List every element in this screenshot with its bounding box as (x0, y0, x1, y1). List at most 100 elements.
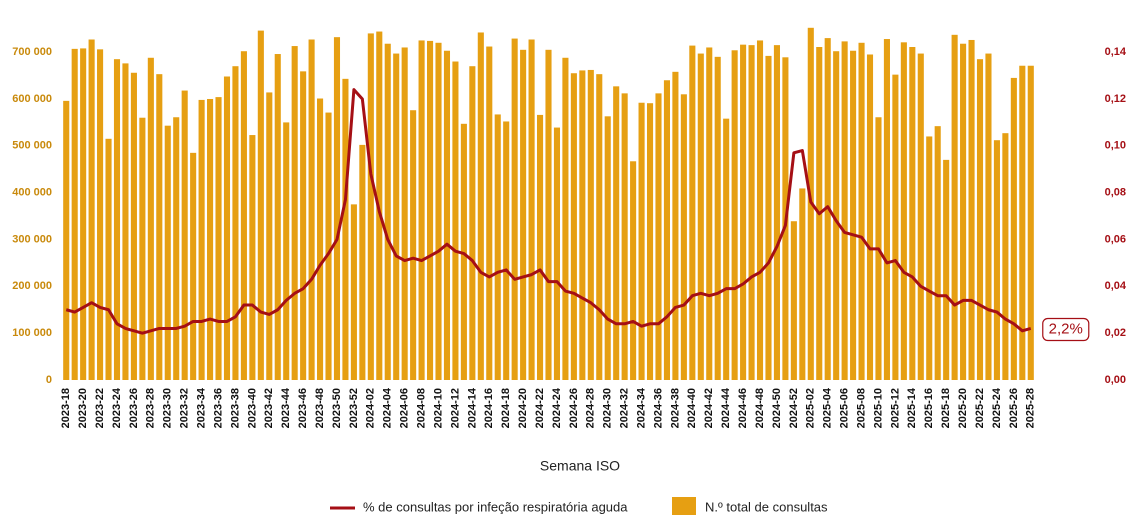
bar (926, 136, 933, 380)
bar (604, 116, 611, 380)
bar (80, 48, 87, 381)
x-tick-label: 2024-44 (720, 387, 732, 428)
line (65, 88, 1032, 335)
bar (223, 76, 231, 380)
bar (968, 39, 975, 381)
y-tick-label: 0 (46, 374, 52, 386)
y2-tick-label: 0,14 (1105, 46, 1127, 58)
bar (731, 50, 738, 381)
x-tick-label: 2023-32 (179, 388, 191, 428)
bar (427, 40, 434, 381)
bar (181, 90, 188, 381)
x-tick-label: 2023-26 (128, 388, 140, 428)
bar (579, 70, 586, 380)
y-tick-label: 400 000 (12, 187, 52, 199)
bar (689, 45, 696, 380)
data-label-box (1042, 317, 1090, 342)
bar (249, 135, 256, 380)
bar (528, 39, 535, 381)
bar (257, 30, 264, 380)
x-tick-label: 2024-32 (619, 388, 631, 428)
bar (503, 121, 510, 380)
x-tick-label: 2025-20 (957, 388, 969, 428)
x-tick-label: 2023-22 (94, 388, 106, 428)
bar (536, 114, 544, 381)
bar (401, 47, 408, 380)
bar (173, 117, 180, 380)
x-tick-label: 2024-48 (754, 388, 766, 428)
bar (359, 144, 366, 380)
bar (342, 78, 349, 381)
legend-label: N.º total de consultas (705, 499, 828, 514)
bar (164, 125, 171, 380)
bar (367, 33, 374, 380)
x-tick-label: 2025-16 (923, 388, 935, 428)
y-tick-label: 300 000 (12, 233, 52, 245)
x-tick-label: 2025-24 (991, 387, 1003, 428)
bar (207, 98, 214, 381)
bar (1002, 133, 1009, 380)
x-tick-label: 2024-18 (500, 388, 512, 428)
bar (790, 221, 797, 380)
bar (477, 32, 484, 380)
data-label: 2,2% (1049, 320, 1083, 337)
bar (917, 53, 924, 381)
x-tick-label: 2024-52 (788, 388, 800, 428)
bar (655, 93, 662, 380)
y-tick-label: 200 000 (12, 280, 52, 292)
bar (951, 34, 958, 380)
bar (156, 74, 163, 381)
bar (833, 51, 840, 381)
x-tick-label: 2024-04 (382, 387, 394, 428)
bar (756, 40, 764, 380)
y2-tick-label: 0,10 (1105, 140, 1126, 152)
y-tick-label: 600 000 (12, 93, 52, 105)
bar (147, 57, 154, 380)
x-axis-title: Semana ISO (540, 458, 620, 474)
x-tick-label: 2024-34 (635, 387, 647, 428)
bar (350, 204, 357, 380)
x-tick-label: 2024-02 (365, 388, 377, 428)
x-tick-label: 2023-42 (263, 388, 275, 428)
bar (858, 42, 865, 380)
x-tick-label: 2023-18 (60, 388, 72, 428)
bar (866, 54, 874, 380)
x-tick-label: 2023-38 (229, 388, 241, 428)
x-tick-label: 2023-52 (348, 388, 360, 428)
bar (494, 114, 501, 380)
x-tick-label: 2023-40 (246, 388, 258, 428)
bar (486, 46, 493, 380)
bar (934, 126, 941, 380)
bar (596, 74, 603, 381)
bar (384, 43, 391, 380)
x-tick-label: 2024-46 (737, 388, 749, 428)
y-tick-label: 700 000 (12, 46, 52, 58)
bar (765, 55, 772, 380)
x-tick-label: 2023-50 (331, 388, 343, 428)
x-tick-label: 2024-14 (466, 387, 478, 428)
bar (748, 45, 755, 380)
x-tick-label: 2023-44 (280, 387, 292, 428)
bar (892, 74, 899, 381)
y2-tick-label: 0,00 (1105, 374, 1126, 386)
bar (460, 123, 467, 381)
bar (215, 97, 222, 380)
bar (841, 41, 848, 380)
y-tick-label: 100 000 (12, 327, 52, 339)
x-tick-label: 2025-08 (855, 388, 867, 428)
x-tick-label: 2024-40 (686, 388, 698, 428)
bar (283, 122, 290, 380)
bar (706, 47, 713, 380)
bar (71, 48, 78, 381)
bar (317, 98, 324, 381)
x-tick-label: 2025-12 (889, 388, 901, 428)
x-tick-label: 2024-16 (483, 388, 495, 428)
bar (1019, 65, 1026, 380)
bar (773, 45, 780, 380)
bar (97, 49, 104, 381)
bar (976, 59, 984, 380)
x-tick-label: 2025-22 (974, 388, 986, 428)
bar (291, 46, 298, 380)
bar (562, 57, 569, 380)
